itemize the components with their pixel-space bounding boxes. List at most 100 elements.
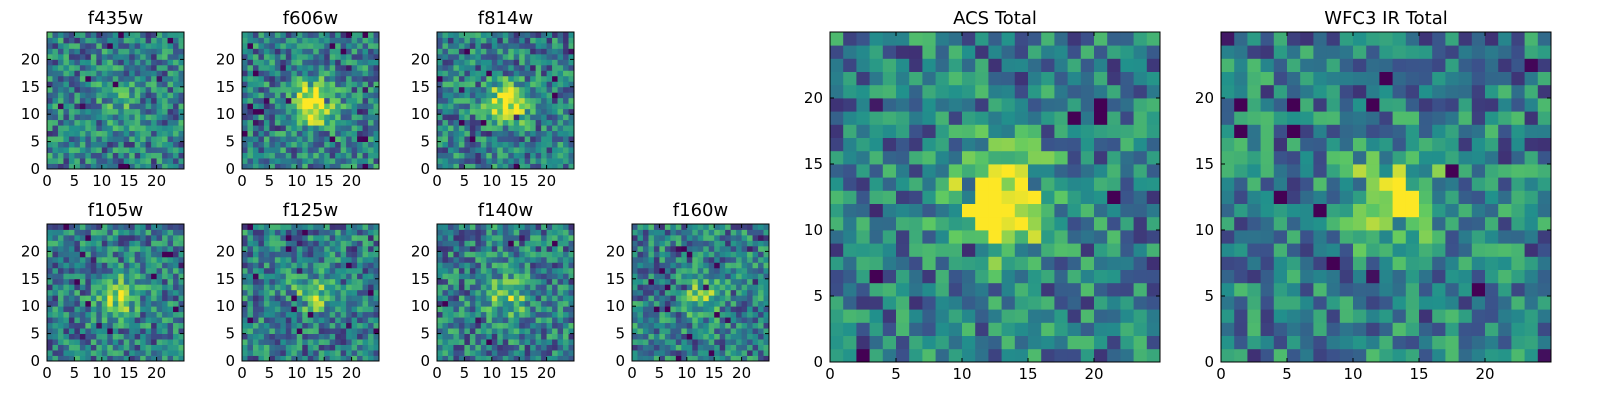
heatmap-cell xyxy=(725,317,732,324)
heatmap-cell xyxy=(140,158,147,164)
heatmap-cell xyxy=(242,273,248,280)
heatmap-cell xyxy=(140,240,147,247)
heatmap-cell xyxy=(318,92,325,99)
heatmap-cell xyxy=(719,328,726,334)
heatmap-cell xyxy=(686,229,693,236)
heatmap-cell xyxy=(140,97,147,104)
heatmap-cell xyxy=(469,64,476,71)
heatmap-cell xyxy=(486,70,493,77)
heatmap-cell xyxy=(730,289,737,296)
heatmap-cell xyxy=(541,136,547,142)
heatmap-cell xyxy=(101,86,108,93)
heatmap-cell xyxy=(502,262,509,269)
heatmap-cell xyxy=(263,311,270,318)
heatmap-cell xyxy=(151,136,157,142)
heatmap-cell xyxy=(1028,256,1042,270)
heatmap-cell xyxy=(659,224,666,230)
heatmap-cell xyxy=(340,103,347,110)
heatmap-cell xyxy=(486,267,493,274)
heatmap-cell xyxy=(464,224,471,230)
heatmap-cell xyxy=(519,262,526,269)
heatmap-cell xyxy=(63,130,70,137)
heatmap-cell xyxy=(107,97,114,104)
heatmap-cell xyxy=(107,317,114,324)
heatmap-cell xyxy=(373,224,380,230)
heatmap-cell xyxy=(447,147,454,153)
heatmap-cell xyxy=(258,256,265,263)
heatmap-cell xyxy=(329,141,336,148)
heatmap-cell xyxy=(362,339,369,345)
heatmap-cell xyxy=(291,262,298,269)
heatmap-cell xyxy=(497,53,504,60)
heatmap-cell xyxy=(681,245,688,252)
heatmap-cell xyxy=(335,278,342,285)
heatmap-cell xyxy=(675,355,682,362)
heatmap-cell xyxy=(258,152,265,159)
heatmap-cell xyxy=(151,163,157,170)
heatmap-cell xyxy=(362,81,369,88)
heatmap-cell xyxy=(252,350,259,356)
heatmap-cell xyxy=(681,224,688,230)
heatmap-cell xyxy=(74,158,81,164)
heatmap-cell xyxy=(118,42,125,49)
heatmap-cell xyxy=(151,333,157,340)
heatmap-cell xyxy=(162,333,168,340)
heatmap-cell xyxy=(47,75,53,82)
heatmap-cell xyxy=(909,164,923,178)
heatmap-cell xyxy=(167,53,174,60)
heatmap-cell xyxy=(437,81,443,88)
heatmap-cell xyxy=(85,240,92,247)
heatmap-cell xyxy=(843,177,857,191)
heatmap-cell xyxy=(458,32,465,38)
heatmap-cell xyxy=(557,317,564,324)
heatmap-cell xyxy=(145,114,152,121)
heatmap-cell xyxy=(530,306,537,313)
heatmap-cell xyxy=(47,136,53,142)
heatmap-cell xyxy=(442,59,449,66)
heatmap-cell xyxy=(335,333,342,340)
heatmap-cell xyxy=(178,322,185,329)
heatmap-cell xyxy=(670,240,677,247)
heatmap-cell xyxy=(151,158,157,164)
heatmap-cell xyxy=(896,177,910,191)
heatmap-cell xyxy=(335,147,342,153)
heatmap-cell xyxy=(324,339,331,345)
heatmap-cell xyxy=(123,48,130,55)
heatmap-cell xyxy=(140,289,147,296)
heatmap-cell xyxy=(557,355,564,362)
heatmap-cell xyxy=(480,328,487,334)
heatmap-cell xyxy=(692,240,699,247)
heatmap-cell xyxy=(508,295,515,302)
heatmap-cell xyxy=(269,70,276,77)
heatmap-cell xyxy=(736,300,742,307)
heatmap-cell xyxy=(90,256,97,263)
heatmap-cell xyxy=(480,119,487,126)
heatmap-cell xyxy=(101,306,108,313)
heatmap-cell xyxy=(1094,348,1108,363)
heatmap-cell xyxy=(247,350,254,356)
heatmap-cell xyxy=(557,224,564,230)
heatmap-cell xyxy=(178,344,185,351)
heatmap-cell xyxy=(508,350,515,356)
heatmap-cell xyxy=(258,333,265,340)
heatmap-cell xyxy=(653,273,660,280)
heatmap-cell xyxy=(692,350,699,356)
heatmap-cell xyxy=(741,311,748,318)
heatmap-cell xyxy=(458,355,465,362)
heatmap-cell xyxy=(519,81,526,88)
heatmap-cell xyxy=(541,262,547,269)
heatmap-cell xyxy=(469,278,476,285)
heatmap-cell xyxy=(546,147,553,153)
heatmap-cell xyxy=(362,64,369,71)
heatmap-cell xyxy=(263,295,270,302)
heatmap-cell xyxy=(263,86,270,93)
heatmap-cell xyxy=(637,355,644,362)
heatmap-cell xyxy=(830,348,844,363)
heatmap-cell xyxy=(357,289,363,296)
heatmap-cell xyxy=(247,229,254,236)
heatmap-cell xyxy=(280,141,287,148)
heatmap-cell xyxy=(519,86,526,93)
heatmap-cell xyxy=(340,322,347,329)
heatmap-cell xyxy=(519,37,526,44)
heatmap-cell xyxy=(362,284,369,291)
